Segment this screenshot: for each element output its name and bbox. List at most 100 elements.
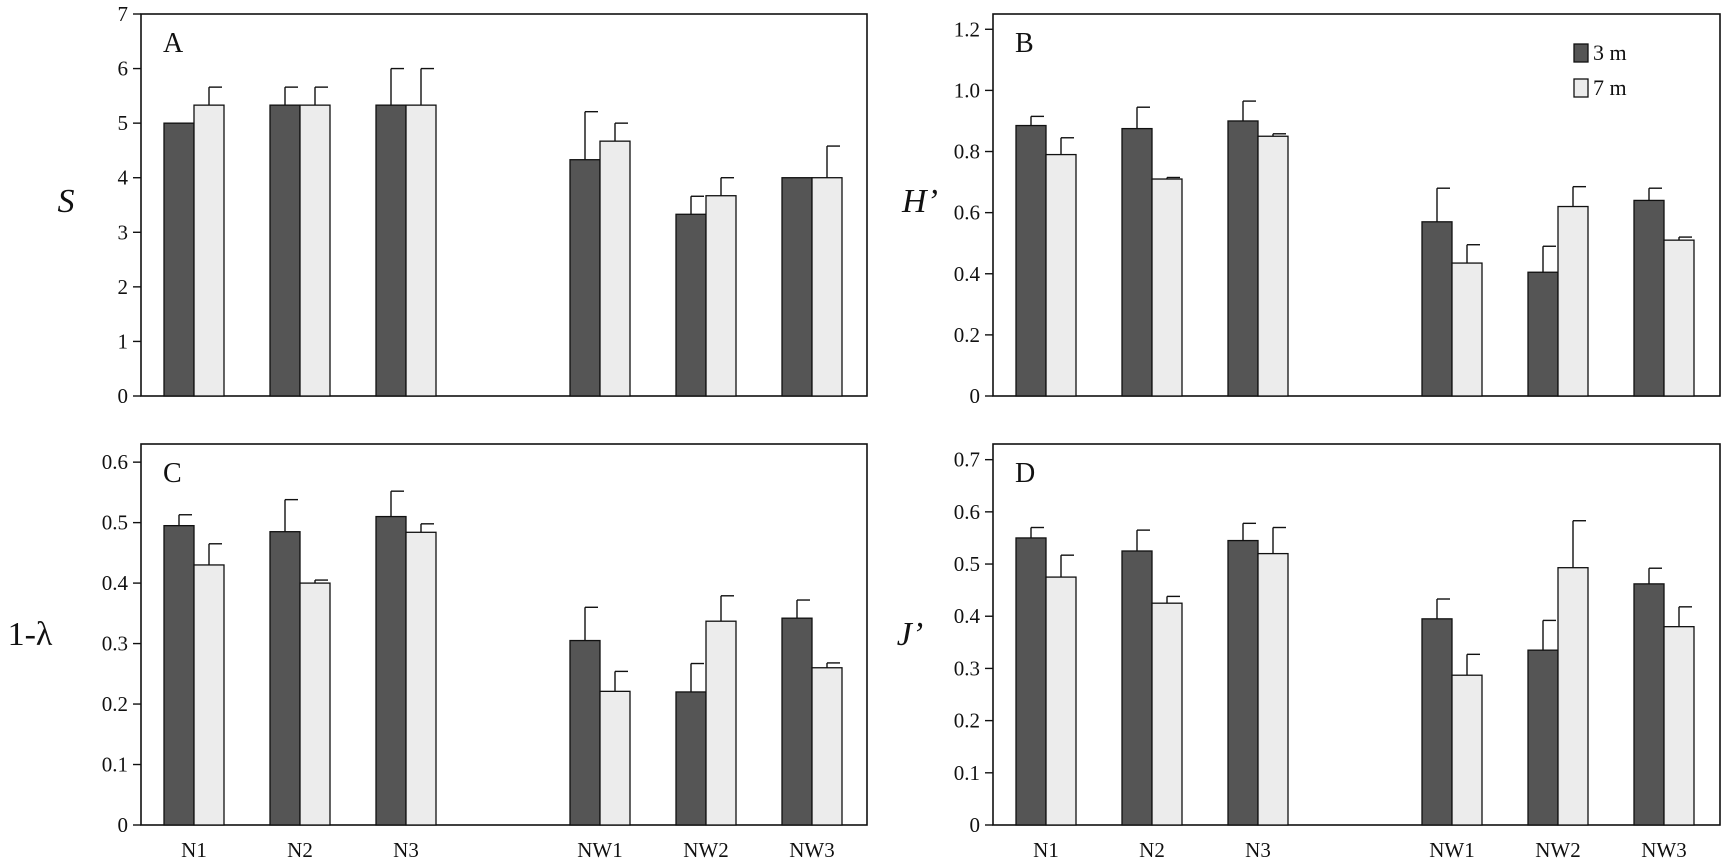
- legend-label: 7 m: [1593, 75, 1627, 100]
- bar-nw3-7m: [811, 667, 843, 826]
- chart-panel-a: 0 1 2 3 4 5 6 7 A S: [58, 2, 868, 408]
- x-tick-label: N3: [393, 838, 419, 862]
- panel-letter: A: [163, 28, 184, 59]
- bar-n1-3m: [163, 524, 195, 826]
- bar-nw3-3m: [1633, 199, 1665, 397]
- bar-n2-7m: [1151, 602, 1183, 826]
- y-tick-label: 0.5: [102, 511, 128, 535]
- bar-nw2-7m: [1557, 567, 1589, 826]
- x-tick-label: NW2: [683, 838, 729, 862]
- bar-n3-7m: [1257, 552, 1289, 826]
- y-tick-label: 7: [118, 2, 129, 26]
- y-tick-label: 0: [970, 813, 981, 837]
- panel-letter: B: [1015, 28, 1034, 59]
- legend-label: 3 m: [1593, 40, 1627, 65]
- y-tick-label: 4: [118, 166, 129, 190]
- bar-nw2-3m: [1527, 271, 1559, 397]
- bar-nw2-7m: [705, 195, 737, 397]
- y-axis-label: H’: [901, 183, 938, 220]
- x-tick-label: NW3: [1641, 838, 1687, 862]
- y-axis-label: 1-λ: [8, 616, 53, 653]
- bar-nw3-3m: [1633, 583, 1665, 826]
- x-tick-label: NW3: [789, 838, 835, 862]
- bar-nw3-3m: [781, 177, 813, 397]
- bar-nw3-3m: [781, 617, 813, 826]
- bar-n1-7m: [193, 104, 225, 397]
- plot-frame: [140, 443, 868, 826]
- bar-n3-3m: [375, 104, 407, 397]
- y-tick-label: 0.1: [954, 761, 980, 785]
- y-tick-label: 0.6: [102, 450, 128, 474]
- y-tick-label: 0.2: [954, 709, 980, 733]
- bar-nw2-3m: [675, 213, 707, 397]
- y-tick-label: 0.4: [102, 571, 129, 595]
- y-tick-label: 0: [970, 384, 981, 408]
- chart-panel-b: 0 0.2 0.4 0.6 0.8 1.0 1.2 B H’ 3 m 7 m: [901, 13, 1721, 408]
- legend-swatch: [1573, 43, 1589, 63]
- plot-frame: [992, 443, 1721, 826]
- bar-n1-7m: [1045, 576, 1077, 826]
- bar-n3-7m: [405, 531, 437, 826]
- y-tick-label: 1: [118, 329, 129, 353]
- bar-nw1-3m: [569, 639, 601, 826]
- bar-n2-3m: [1121, 127, 1153, 397]
- bar-nw3-7m: [811, 177, 843, 397]
- y-tick-label: 0.5: [954, 552, 980, 576]
- y-tick-label: 0: [118, 384, 129, 408]
- x-tick-label: N1: [1033, 838, 1059, 862]
- panel-letter: D: [1015, 458, 1035, 489]
- bar-nw1-7m: [1451, 262, 1483, 397]
- bar-n1-3m: [163, 122, 195, 397]
- bar-nw1-7m: [1451, 674, 1483, 826]
- bar-n1-3m: [1015, 124, 1047, 397]
- y-tick-label: 0.3: [102, 632, 128, 656]
- y-tick-label: 3: [118, 220, 129, 244]
- x-tick-label: NW2: [1535, 838, 1581, 862]
- bar-n1-7m: [193, 564, 225, 826]
- panel-letter: C: [163, 458, 182, 489]
- y-tick-label: 0.4: [954, 604, 981, 628]
- bar-nw1-3m: [1421, 221, 1453, 397]
- plot-frame: [140, 13, 868, 397]
- y-tick-label: 0.7: [954, 448, 980, 472]
- chart-panel-d: 0 0.1 0.2 0.3 0.4 0.5 0.6 0.7 D J’ N1 N2 N3 NW1 NW2 NW3: [897, 443, 1721, 862]
- y-tick-label: 1.0: [954, 78, 980, 102]
- x-tick-label: NW1: [577, 838, 623, 862]
- bar-n3-7m: [405, 104, 437, 397]
- y-tick-label: 0.8: [954, 140, 980, 164]
- bar-n2-7m: [299, 582, 331, 826]
- bar-n3-3m: [375, 515, 407, 826]
- bar-n2-7m: [299, 104, 331, 397]
- bar-n3-7m: [1257, 135, 1289, 397]
- bar-n2-7m: [1151, 178, 1183, 397]
- bar-nw1-7m: [599, 690, 631, 826]
- bar-n3-3m: [1227, 539, 1259, 826]
- bar-n2-3m: [269, 531, 301, 826]
- y-tick-label: 0.3: [954, 656, 980, 680]
- y-tick-label: 0.6: [954, 201, 980, 225]
- legend-swatch: [1573, 78, 1589, 98]
- bar-nw1-3m: [1421, 618, 1453, 826]
- bar-n2-3m: [269, 104, 301, 397]
- bar-n1-3m: [1015, 537, 1047, 826]
- x-tick-label: NW1: [1429, 838, 1475, 862]
- y-axis-label: S: [58, 183, 75, 220]
- y-tick-label: 6: [118, 57, 129, 81]
- x-tick-label: N2: [1139, 838, 1165, 862]
- bar-nw3-7m: [1663, 239, 1695, 397]
- plot-frame: [992, 13, 1721, 397]
- y-tick-label: 2: [118, 275, 129, 299]
- x-tick-label: N2: [287, 838, 313, 862]
- chart-panel-c: 0 0.1 0.2 0.3 0.4 0.5 0.6 C 1-λ N1 N2 N3 NW1 NW2 NW3: [8, 443, 868, 862]
- y-tick-label: 1.2: [954, 17, 980, 41]
- y-tick-label: 0.1: [102, 753, 128, 777]
- bar-nw2-3m: [1527, 649, 1559, 826]
- y-tick-label: 0.2: [102, 692, 128, 716]
- y-tick-label: 0.2: [954, 323, 980, 347]
- bar-nw2-7m: [1557, 205, 1589, 397]
- bar-nw3-7m: [1663, 626, 1695, 826]
- x-tick-label: N3: [1245, 838, 1271, 862]
- bar-nw1-7m: [599, 140, 631, 397]
- y-tick-label: 5: [118, 111, 129, 135]
